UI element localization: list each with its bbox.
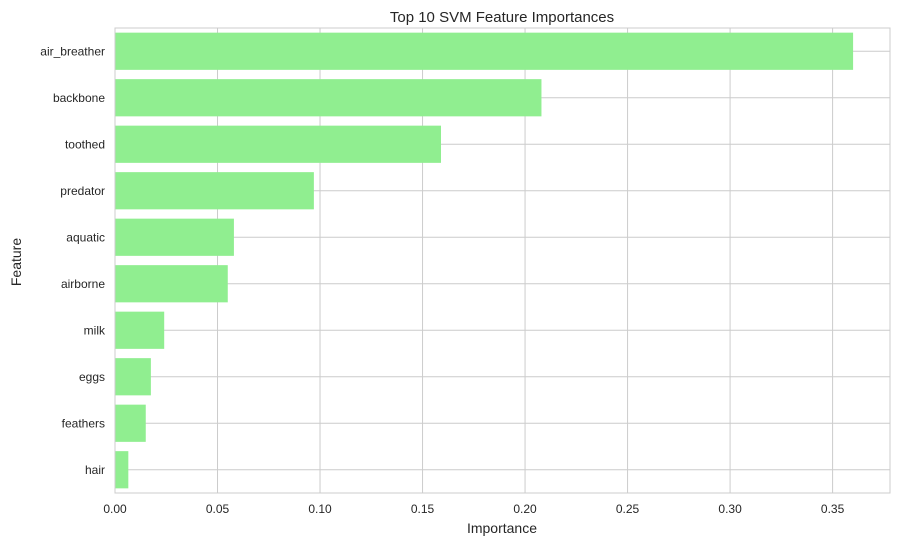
- x-tick-label: 0.05: [206, 502, 230, 516]
- bar-predator: [115, 172, 314, 210]
- bar-airborne: [115, 265, 228, 303]
- y-tick-label: aquatic: [66, 230, 105, 244]
- y-tick-label: toothed: [65, 137, 105, 151]
- x-tick-label: 0.15: [411, 502, 435, 516]
- y-tick-label: hair: [85, 463, 105, 477]
- bar-toothed: [115, 125, 441, 163]
- bar-aquatic: [115, 218, 234, 256]
- plot-frame: [114, 27, 891, 494]
- bar-backbone: [115, 79, 542, 117]
- y-tick-labels: air_breather backbone toothed predator aquat…: [40, 44, 106, 477]
- bar-eggs: [115, 358, 151, 396]
- bar-milk: [115, 311, 165, 349]
- y-tick-label: predator: [60, 184, 105, 198]
- y-tick-label: backbone: [53, 91, 105, 105]
- x-tick-label: 0.25: [616, 502, 640, 516]
- x-tick-label: 0.35: [821, 502, 845, 516]
- chart-title: Top 10 SVM Feature Importances: [390, 9, 614, 26]
- y-axis-label: Feature: [8, 238, 24, 286]
- y-tick-label: eggs: [79, 370, 105, 384]
- x-tick-label: 0.30: [718, 502, 742, 516]
- x-tick-label: 0.20: [513, 502, 537, 516]
- x-tick-labels: 0.00 0.05 0.10 0.15 0.20 0.25 0.30 0.35: [103, 502, 844, 516]
- y-tick-label: air_breather: [40, 44, 105, 58]
- y-tick-label: airborne: [61, 277, 105, 291]
- bars: [115, 32, 854, 489]
- bar-air-breather: [115, 32, 854, 70]
- x-axis-label: Importance: [467, 520, 537, 536]
- bar-feathers: [115, 404, 146, 442]
- y-tick-label: feathers: [62, 416, 105, 430]
- y-tick-label: milk: [84, 323, 106, 337]
- x-tick-label: 0.10: [308, 502, 332, 516]
- bar-hair: [115, 451, 129, 489]
- x-tick-label: 0.00: [103, 502, 127, 516]
